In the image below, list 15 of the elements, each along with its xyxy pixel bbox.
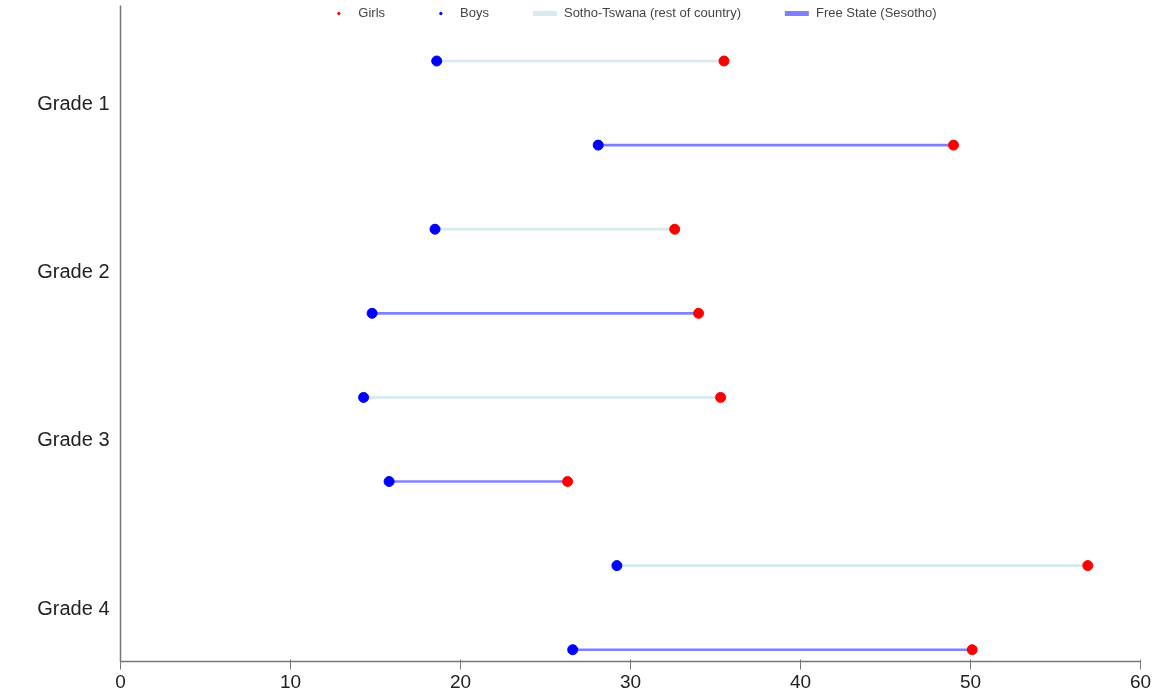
legend-label: Sotho-Tswana (rest of country)	[563, 5, 741, 20]
x-tick-label: 40	[789, 670, 812, 692]
y-tick-label: Grade 3	[37, 428, 110, 451]
x-tick-label: 30	[619, 670, 642, 692]
x-tick-label: 20	[449, 670, 472, 692]
y-tick-label: Grade 4	[37, 596, 110, 619]
x-tick-label: 60	[1129, 670, 1152, 692]
x-tick-label: 0	[115, 670, 126, 692]
x-tick-label: 50	[959, 670, 982, 692]
x-tick-label: 10	[279, 670, 302, 692]
legend-label: Free State (Sesotho)	[815, 5, 937, 20]
legend-label: Girls	[358, 5, 386, 20]
legend-label: Boys	[460, 5, 489, 20]
y-tick-label: Grade 1	[37, 92, 110, 115]
y-tick-label: Grade 2	[37, 260, 110, 283]
